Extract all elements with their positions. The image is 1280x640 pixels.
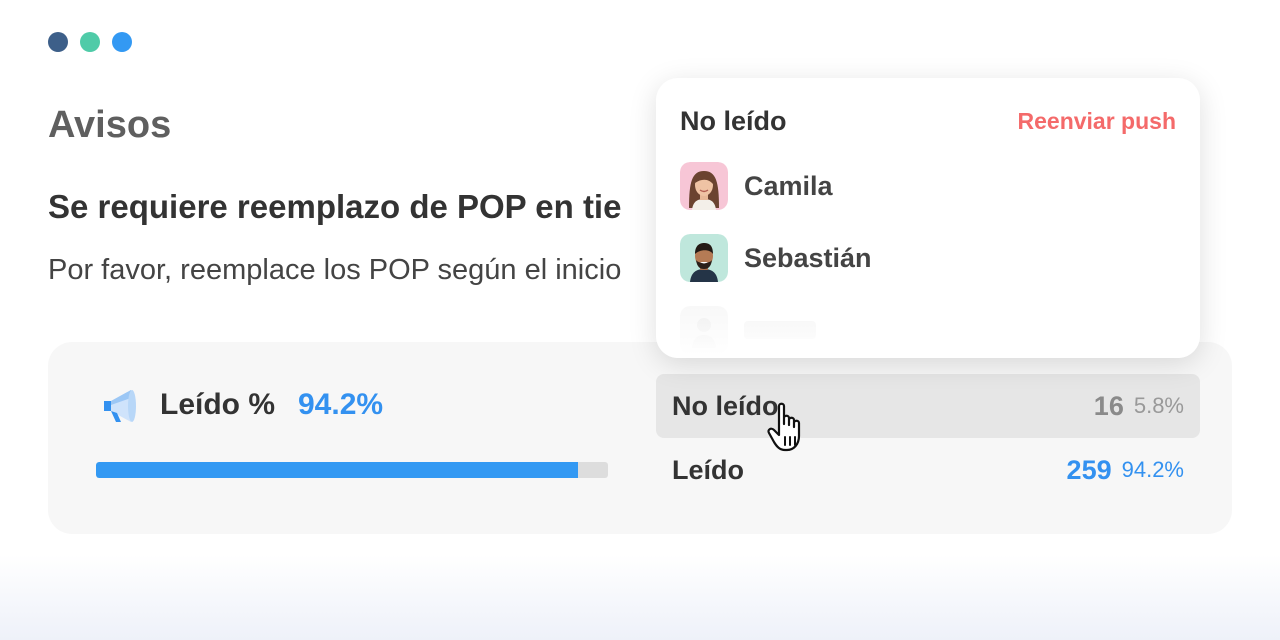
window-dot-minimize[interactable] — [80, 32, 100, 52]
read-percent-label: Leído % — [160, 388, 276, 421]
read-progress-bar — [96, 462, 608, 478]
popover-fade — [656, 298, 1200, 358]
male-avatar — [680, 234, 728, 282]
unread-users-popover: No leído Reenviar push Camila Sebastián — [656, 78, 1200, 358]
megaphone-icon — [104, 390, 136, 422]
window-controls — [48, 32, 132, 52]
popover-title: No leído — [680, 106, 787, 136]
user-item-camila[interactable]: Camila — [680, 162, 833, 210]
user-item-sebastian[interactable]: Sebastián — [680, 234, 872, 282]
read-stats-card: Leído % 94.2% No leído 16 5.8% Leído 259… — [48, 342, 1232, 534]
notice-body: Por favor, reemplace los POP según el in… — [48, 254, 622, 286]
notice-title: Se requiere reemplazo de POP en tie — [48, 188, 622, 225]
hand-pointer-icon — [767, 402, 801, 452]
stats-row-read[interactable]: Leído 259 94.2% — [656, 438, 1200, 502]
page-title: Avisos — [48, 104, 172, 146]
read-progress-fill — [96, 462, 579, 478]
row-label: No leído — [672, 390, 779, 421]
window-dot-maximize[interactable] — [112, 32, 132, 52]
row-percent: 94.2% — [1121, 457, 1184, 482]
stats-row-unread[interactable]: No leído 16 5.8% — [656, 374, 1200, 438]
female-avatar — [680, 162, 728, 210]
read-percent-value: 94.2% — [298, 388, 384, 421]
user-name: Sebastián — [744, 242, 872, 273]
row-count: 16 — [1093, 390, 1124, 421]
resend-push-button[interactable]: Reenviar push — [1017, 108, 1177, 134]
row-label: Leído — [672, 454, 744, 485]
row-count: 259 — [1066, 454, 1112, 485]
window-dot-close[interactable] — [48, 32, 68, 52]
row-percent: 5.8% — [1133, 393, 1184, 418]
user-name: Camila — [744, 170, 833, 201]
